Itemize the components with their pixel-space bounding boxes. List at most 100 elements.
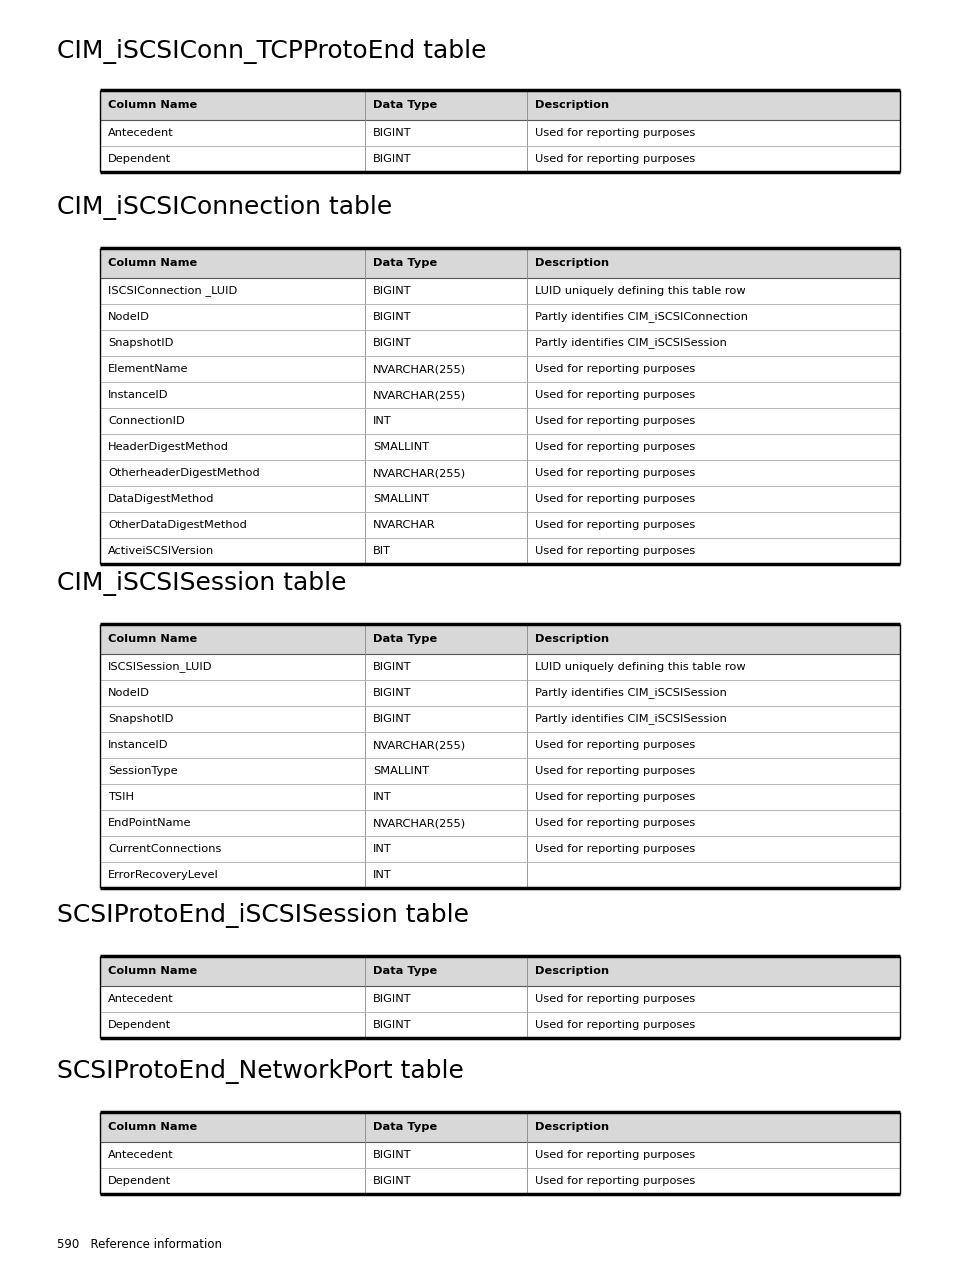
Text: ConnectionID: ConnectionID [108,416,185,426]
Text: BIGINT: BIGINT [373,1150,411,1160]
Text: BIGINT: BIGINT [373,1176,411,1186]
Text: Antecedent: Antecedent [108,128,173,139]
Text: BIGINT: BIGINT [373,714,411,724]
Text: INT: INT [373,792,392,802]
Text: NVARCHAR: NVARCHAR [373,520,436,530]
Text: Description: Description [535,100,608,111]
Text: Used for reporting purposes: Used for reporting purposes [535,494,695,505]
Text: NVARCHAR(255): NVARCHAR(255) [373,390,466,400]
Text: ISCSIConnection _LUID: ISCSIConnection _LUID [108,286,237,296]
Text: LUID uniquely defining this table row: LUID uniquely defining this table row [535,662,745,672]
Text: ElementName: ElementName [108,364,189,374]
Bar [100,624,899,655]
Text: SMALLINT: SMALLINT [373,766,429,777]
Text: Data Type: Data Type [373,100,436,111]
Text: Dependent: Dependent [108,1021,172,1030]
Text: INT: INT [373,871,392,880]
Bar [100,956,899,986]
Text: NVARCHAR(255): NVARCHAR(255) [373,468,466,478]
Text: BIGINT: BIGINT [373,286,411,296]
Text: Partly identifies CIM_iSCSISession: Partly identifies CIM_iSCSISession [535,713,726,724]
Text: InstanceID: InstanceID [108,390,169,400]
Text: Used for reporting purposes: Used for reporting purposes [535,128,695,139]
Text: SMALLINT: SMALLINT [373,442,429,452]
Text: CIM_iSCSISession table: CIM_iSCSISession table [57,571,346,596]
Text: Column Name: Column Name [108,966,197,976]
Text: BIGINT: BIGINT [373,994,411,1004]
Text: Used for reporting purposes: Used for reporting purposes [535,844,695,854]
Text: Antecedent: Antecedent [108,1150,173,1160]
Text: Used for reporting purposes: Used for reporting purposes [535,364,695,374]
Text: HeaderDigestMethod: HeaderDigestMethod [108,442,229,452]
Text: Used for reporting purposes: Used for reporting purposes [535,819,695,827]
Text: Data Type: Data Type [373,634,436,644]
Text: OtherDataDigestMethod: OtherDataDigestMethod [108,520,247,530]
Text: Partly identifies CIM_iSCSIConnection: Partly identifies CIM_iSCSIConnection [535,311,747,323]
Text: ActiveiSCSIVersion: ActiveiSCSIVersion [108,547,214,555]
Text: Partly identifies CIM_iSCSISession: Partly identifies CIM_iSCSISession [535,688,726,699]
Text: Used for reporting purposes: Used for reporting purposes [535,390,695,400]
Text: BIGINT: BIGINT [373,662,411,672]
Text: Used for reporting purposes: Used for reporting purposes [535,766,695,777]
Text: Dependent: Dependent [108,154,172,164]
Text: BIGINT: BIGINT [373,1021,411,1030]
Text: INT: INT [373,844,392,854]
Text: Used for reporting purposes: Used for reporting purposes [535,994,695,1004]
Text: SCSIProtoEnd_NetworkPort table: SCSIProtoEnd_NetworkPort table [57,1059,463,1084]
Text: BIGINT: BIGINT [373,338,411,348]
Bar [100,1112,899,1143]
Text: Data Type: Data Type [373,258,436,268]
Text: BIGINT: BIGINT [373,154,411,164]
Text: INT: INT [373,416,392,426]
Text: SnapshotID: SnapshotID [108,714,173,724]
Text: BIGINT: BIGINT [373,128,411,139]
Text: Partly identifies CIM_iSCSISession: Partly identifies CIM_iSCSISession [535,338,726,348]
Text: InstanceID: InstanceID [108,740,169,750]
Text: Description: Description [535,1122,608,1132]
Text: Used for reporting purposes: Used for reporting purposes [535,1150,695,1160]
Text: Dependent: Dependent [108,1176,172,1186]
Text: TSIH: TSIH [108,792,134,802]
Text: BIGINT: BIGINT [373,688,411,698]
Text: Used for reporting purposes: Used for reporting purposes [535,442,695,452]
Text: Used for reporting purposes: Used for reporting purposes [535,468,695,478]
Text: SMALLINT: SMALLINT [373,494,429,505]
Text: 590   Reference information: 590 Reference information [57,1238,222,1251]
Text: Used for reporting purposes: Used for reporting purposes [535,792,695,802]
Text: DataDigestMethod: DataDigestMethod [108,494,214,505]
Text: Description: Description [535,634,608,644]
Text: EndPointName: EndPointName [108,819,192,827]
Text: Data Type: Data Type [373,1122,436,1132]
Text: NVARCHAR(255): NVARCHAR(255) [373,740,466,750]
Text: Used for reporting purposes: Used for reporting purposes [535,520,695,530]
Text: LUID uniquely defining this table row: LUID uniquely defining this table row [535,286,745,296]
Text: NodeID: NodeID [108,311,150,322]
Text: NodeID: NodeID [108,688,150,698]
Text: Column Name: Column Name [108,1122,197,1132]
Text: Used for reporting purposes: Used for reporting purposes [535,740,695,750]
Text: Column Name: Column Name [108,100,197,111]
Text: BIGINT: BIGINT [373,311,411,322]
Text: Description: Description [535,258,608,268]
Text: Column Name: Column Name [108,258,197,268]
Bar [100,90,899,119]
Text: NVARCHAR(255): NVARCHAR(255) [373,364,466,374]
Text: Used for reporting purposes: Used for reporting purposes [535,416,695,426]
Text: Antecedent: Antecedent [108,994,173,1004]
Text: Used for reporting purposes: Used for reporting purposes [535,154,695,164]
Text: Used for reporting purposes: Used for reporting purposes [535,1021,695,1030]
Text: BIT: BIT [373,547,391,555]
Text: CIM_iSCSIConn_TCPProtoEnd table: CIM_iSCSIConn_TCPProtoEnd table [57,39,486,64]
Bar [100,248,899,278]
Text: ISCSISession_LUID: ISCSISession_LUID [108,661,213,672]
Text: Used for reporting purposes: Used for reporting purposes [535,547,695,555]
Text: CIM_iSCSIConnection table: CIM_iSCSIConnection table [57,194,392,220]
Text: SessionType: SessionType [108,766,177,777]
Text: NVARCHAR(255): NVARCHAR(255) [373,819,466,827]
Text: OtherheaderDigestMethod: OtherheaderDigestMethod [108,468,259,478]
Text: SnapshotID: SnapshotID [108,338,173,348]
Text: SCSIProtoEnd_iSCSISession table: SCSIProtoEnd_iSCSISession table [57,902,469,928]
Text: ErrorRecoveryLevel: ErrorRecoveryLevel [108,871,218,880]
Text: Description: Description [535,966,608,976]
Text: Used for reporting purposes: Used for reporting purposes [535,1176,695,1186]
